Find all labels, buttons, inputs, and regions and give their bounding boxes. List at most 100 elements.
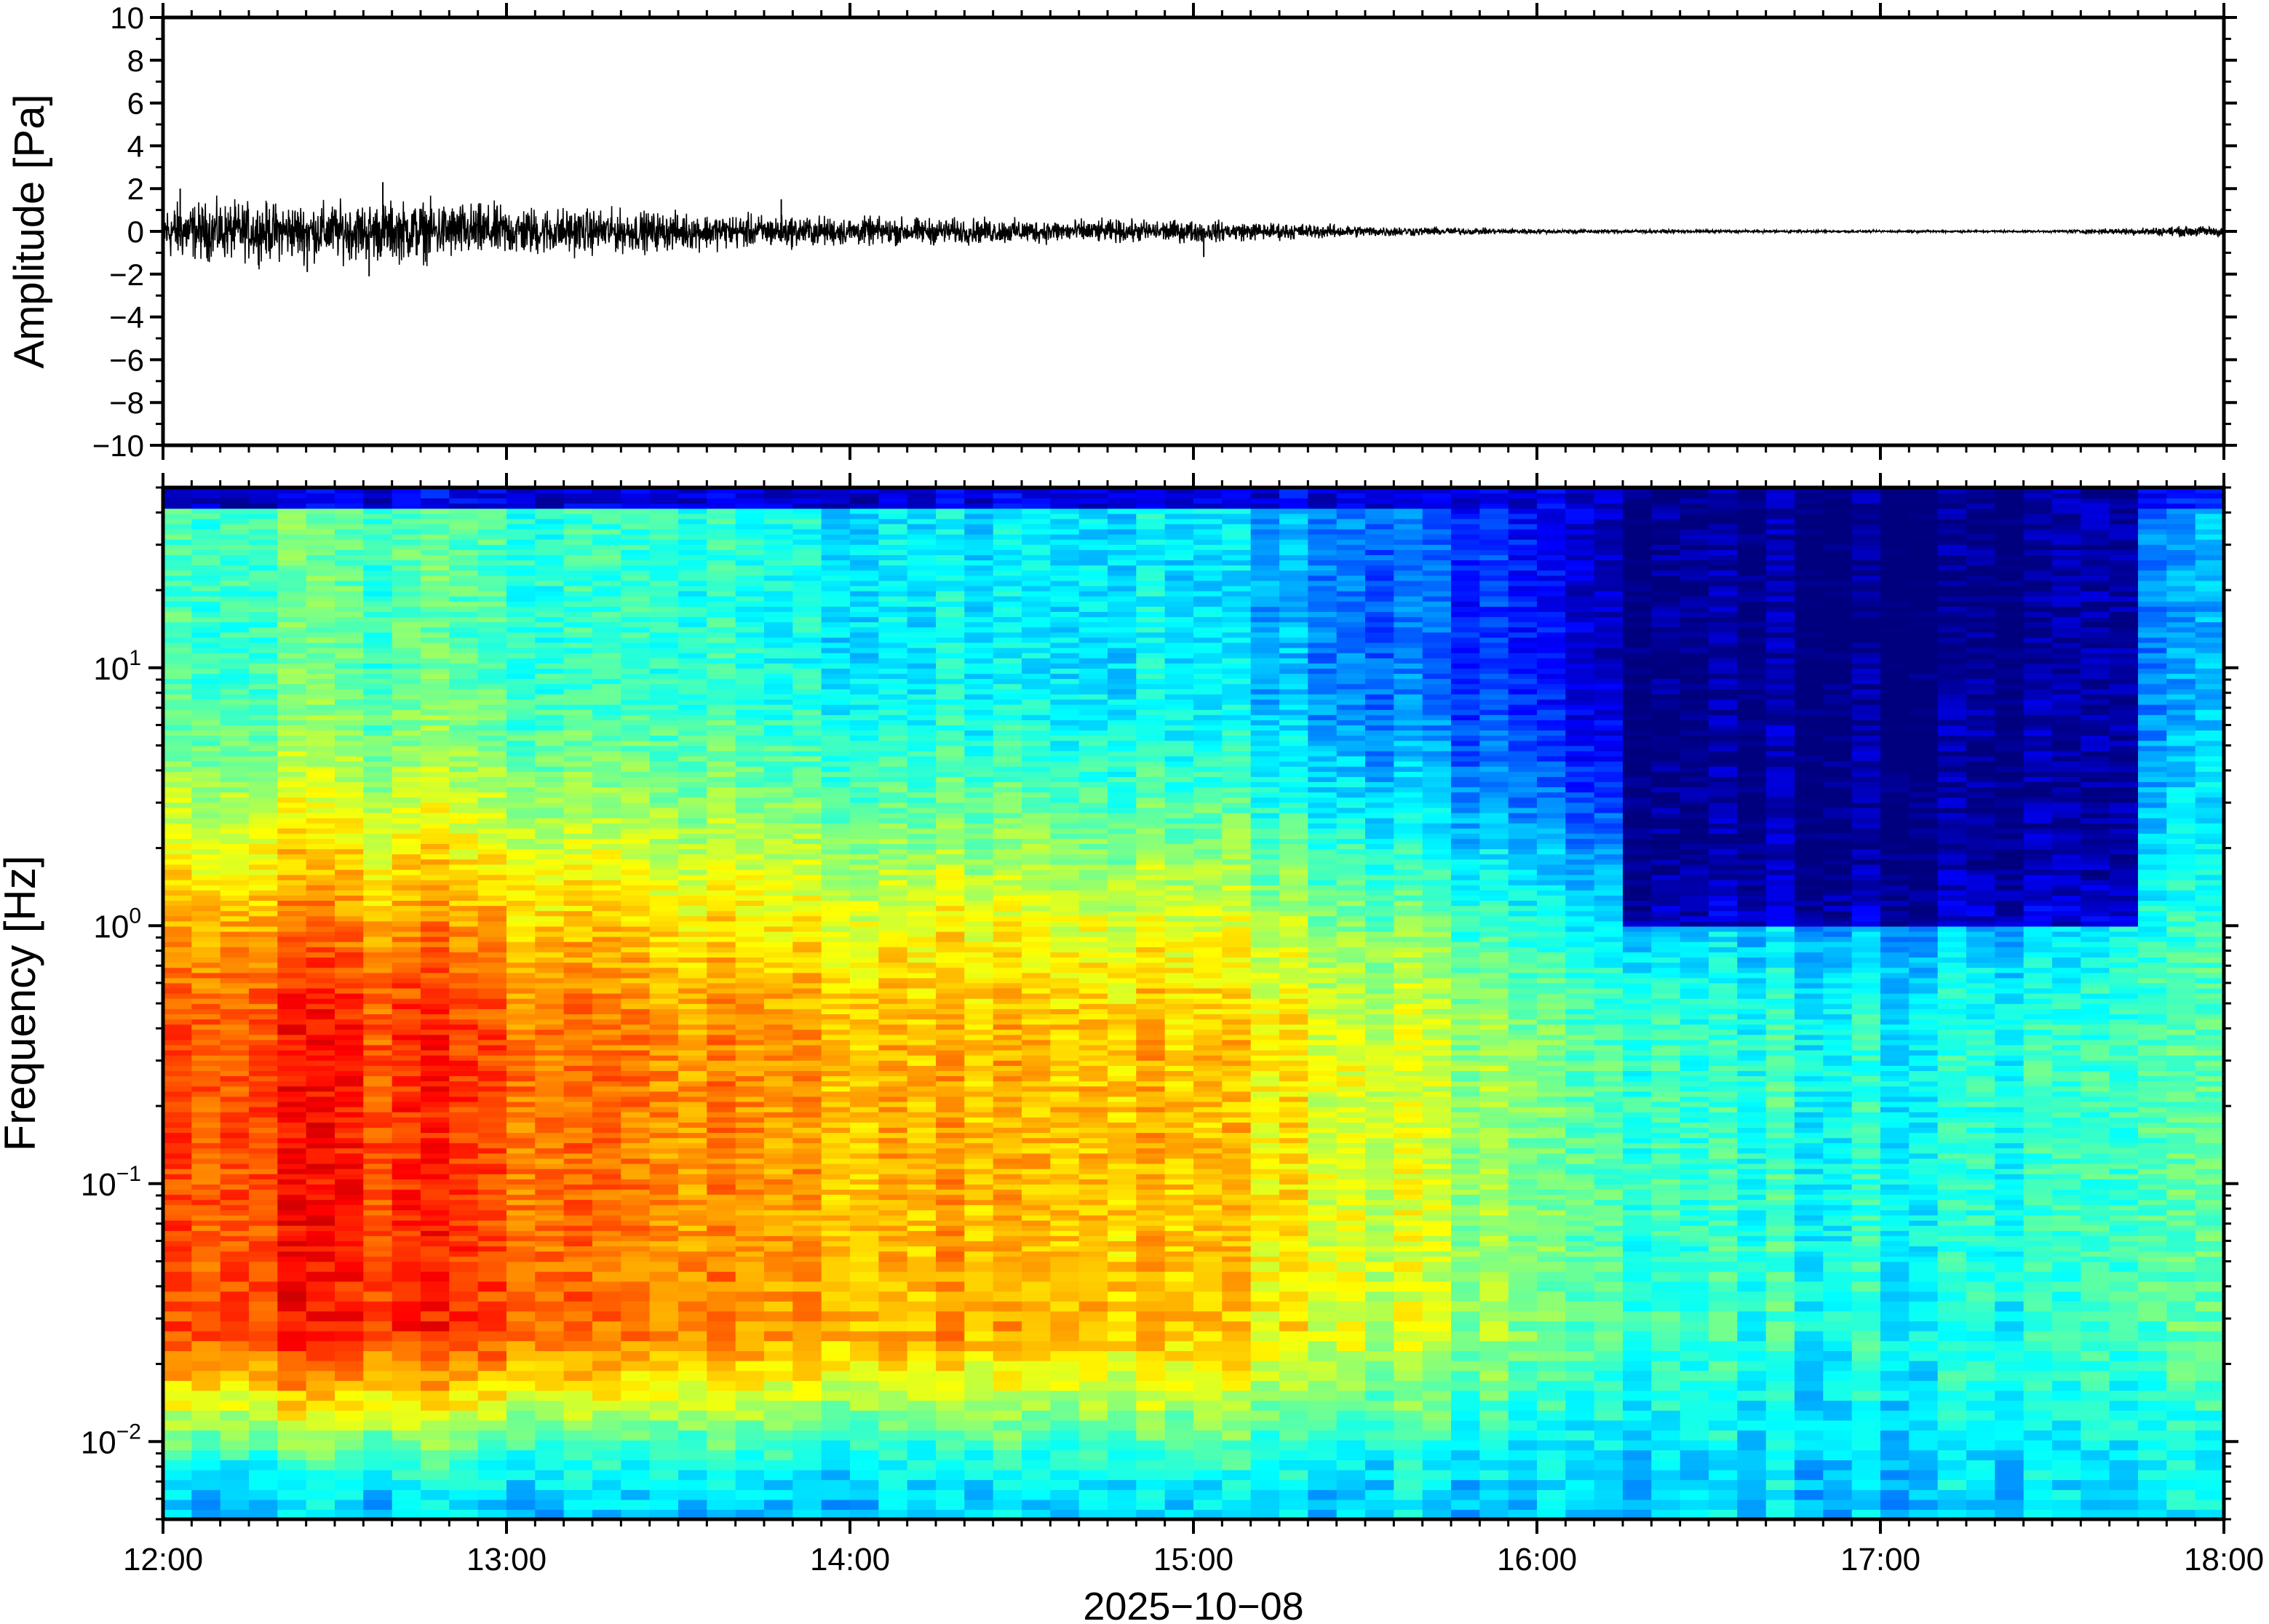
spectrogram-cell: [506, 658, 536, 664]
spectrogram-cell: [477, 952, 507, 958]
spectrogram-cell: [850, 941, 880, 947]
spectrogram-cell: [649, 936, 679, 942]
spectrogram-cell: [306, 1106, 335, 1112]
spectrogram-cell: [477, 1235, 507, 1241]
spectrogram-cell: [191, 787, 221, 793]
spectrogram-cell: [535, 947, 565, 952]
spectrogram-cell: [535, 1034, 565, 1040]
spectrogram-cell: [878, 1241, 908, 1246]
spectrogram-cell: [678, 508, 708, 514]
spectrogram-cell: [850, 1024, 880, 1030]
spectrogram-cell: [191, 957, 221, 963]
spectrogram-cell: [335, 1509, 365, 1519]
spectrogram-cell: [163, 560, 193, 566]
spectrogram-cell: [421, 735, 450, 741]
spectrogram-cell: [335, 570, 365, 576]
spectrogram-cell: [592, 1479, 622, 1490]
spectrogram-cell: [563, 750, 593, 757]
spectrogram-cell: [449, 1034, 479, 1040]
spectrogram-cell: [821, 740, 851, 747]
spectrogram-cell: [363, 967, 393, 974]
spectrogram-cell: [535, 1019, 565, 1025]
spectrogram-cell: [707, 792, 736, 798]
spectrogram-cell: [535, 626, 565, 633]
spectrogram-cell: [563, 658, 593, 664]
spectrogram-cell: [306, 513, 335, 520]
spectrogram-cell: [392, 962, 421, 968]
spectrogram-cell: [191, 523, 221, 530]
spectrogram-cell: [678, 920, 708, 927]
spectrogram-cell: [191, 720, 221, 725]
spectrogram-cell: [477, 693, 507, 700]
spectrogram-cell: [220, 1189, 250, 1195]
spectrogram-cell: [678, 1039, 708, 1046]
spectrogram-cell: [907, 781, 937, 787]
spectrogram-cell: [506, 1330, 536, 1342]
spectrogram-cell: [363, 720, 393, 725]
spectrogram-cell: [392, 1439, 421, 1451]
spectrogram-cell: [735, 1189, 765, 1195]
spectrogram-cell: [592, 972, 622, 979]
spectrogram-cell: [592, 952, 622, 958]
spectrogram-cell: [363, 513, 393, 520]
spectrogram-cell: [335, 1209, 365, 1216]
spectrogram-cell: [392, 616, 421, 623]
spectrogram-cell: [850, 1111, 880, 1118]
spectrogram-cell: [477, 1060, 507, 1066]
spectrogram-cell: [506, 1189, 536, 1195]
spectrogram-cell: [477, 1241, 507, 1246]
spectrogram-cell: [363, 1019, 393, 1025]
spectrogram-cell: [792, 1014, 822, 1020]
spectrogram-cell: [621, 869, 651, 875]
spectrogram-cell: [563, 632, 593, 638]
spectrogram-cell: [249, 1029, 279, 1035]
spectrogram-cell: [621, 1127, 651, 1134]
spectrogram-cell: [191, 498, 221, 504]
spectrogram-cell: [277, 915, 307, 922]
spectrogram-cell: [277, 1330, 307, 1342]
spectrogram-cell: [649, 487, 679, 493]
spectrogram-cell: [220, 1184, 250, 1190]
spectrogram-cell: [363, 1044, 393, 1051]
spectrogram-cell: [249, 947, 279, 952]
spectrogram-cell: [592, 982, 622, 989]
spectrogram-cell: [477, 1256, 507, 1262]
spectrogram-cell: [306, 632, 335, 638]
spectrogram-cell: [363, 503, 393, 509]
spectrogram-cell: [220, 715, 250, 720]
spectrogram-cell: [191, 503, 221, 509]
spectrogram-cell: [649, 1194, 679, 1201]
spectrogram-cell: [421, 952, 450, 958]
spectrogram-cell: [191, 910, 221, 917]
spectrogram-cell: [792, 812, 822, 819]
spectrogram-cell: [936, 1380, 966, 1391]
spectrogram-cell: [649, 982, 679, 989]
spectrogram-cell: [649, 1350, 679, 1361]
spectrogram-cell: [392, 1199, 421, 1206]
spectrogram-cell: [649, 1127, 679, 1134]
spectrogram-cell: [821, 900, 851, 907]
spectrogram-cell: [535, 1153, 565, 1159]
spectrogram-cell: [621, 1241, 651, 1246]
spectrogram-cell: [850, 652, 880, 658]
spectrogram-cell: [335, 843, 365, 850]
spectrogram-cell: [306, 947, 335, 952]
spectrogram-cell: [678, 992, 708, 999]
spectrogram-cell: [477, 1410, 507, 1421]
spectrogram-cell: [477, 1163, 507, 1169]
spectrogram-cell: [449, 523, 479, 530]
spectrogram-cell: [850, 967, 880, 974]
spectrogram-cell: [735, 1019, 765, 1025]
spectrogram-cell: [191, 580, 221, 586]
spectrogram-cell: [277, 910, 307, 917]
spectrogram-cell: [621, 1199, 651, 1206]
spectrogram-cell: [649, 1390, 679, 1401]
spectrogram-cell: [592, 668, 622, 674]
spectrogram-cell: [191, 1137, 221, 1144]
spectrogram-cell: [850, 1340, 880, 1351]
spectrogram-cell: [249, 895, 279, 901]
spectrogram-cell: [850, 1430, 880, 1441]
spectrogram-cell: [678, 1096, 708, 1102]
spectrogram-cell: [649, 827, 679, 834]
spectrogram-cell: [191, 931, 221, 937]
